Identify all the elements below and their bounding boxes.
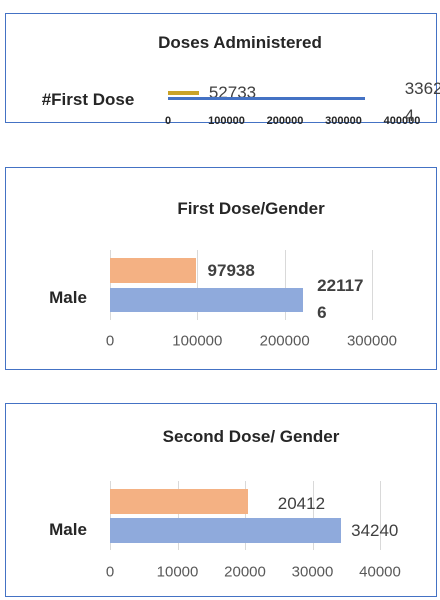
data-label: 52733 [208,83,257,102]
x-tick-label: 0 [105,332,115,350]
grid-line [177,481,179,550]
chart-frame [5,13,437,123]
x-tick-label: 10000 [156,563,199,581]
x-tick-label: 0 [164,115,172,127]
category-label: Male [49,520,87,539]
chart-title: Doses Administered [158,33,322,52]
data-label: 336234 [404,79,440,125]
x-tick-label: 400000 [383,115,421,127]
x-tick-label: 30000 [291,563,334,581]
grid-line [372,250,373,320]
grid-line [312,481,314,550]
data-label: 20412 [277,494,326,513]
category-label: #First Dose [41,90,135,109]
x-tick-label: 200000 [259,332,310,350]
chart-frame [5,403,437,597]
x-tick-label: 300000 [325,115,362,127]
bar [168,97,365,100]
x-tick-label: 300000 [346,332,398,350]
bar [110,258,196,283]
grid-line [197,250,199,320]
grid-line [110,481,111,550]
grid-line [284,250,286,320]
category-label: Male [49,288,87,307]
x-tick-label: 200000 [266,115,304,127]
x-tick-label: 0 [105,563,115,581]
x-tick-label: 20000 [224,563,266,581]
chart-title: Second Dose/ Gender [162,427,340,446]
x-tick-label: 100000 [208,115,245,127]
bar [110,489,248,514]
chart-title: First Dose/Gender [177,199,325,218]
bar [168,91,199,95]
grid-line [245,481,246,550]
bar [110,288,304,312]
data-label: 221176 [317,276,364,322]
chart-frame [5,167,437,370]
grid-line [110,250,111,320]
x-tick-label: 100000 [172,332,223,350]
data-label: 34240 [351,521,399,540]
data-label: 97938 [207,261,255,280]
bar [110,518,342,543]
x-tick-label: 40000 [359,563,401,581]
grid-line [380,481,381,550]
